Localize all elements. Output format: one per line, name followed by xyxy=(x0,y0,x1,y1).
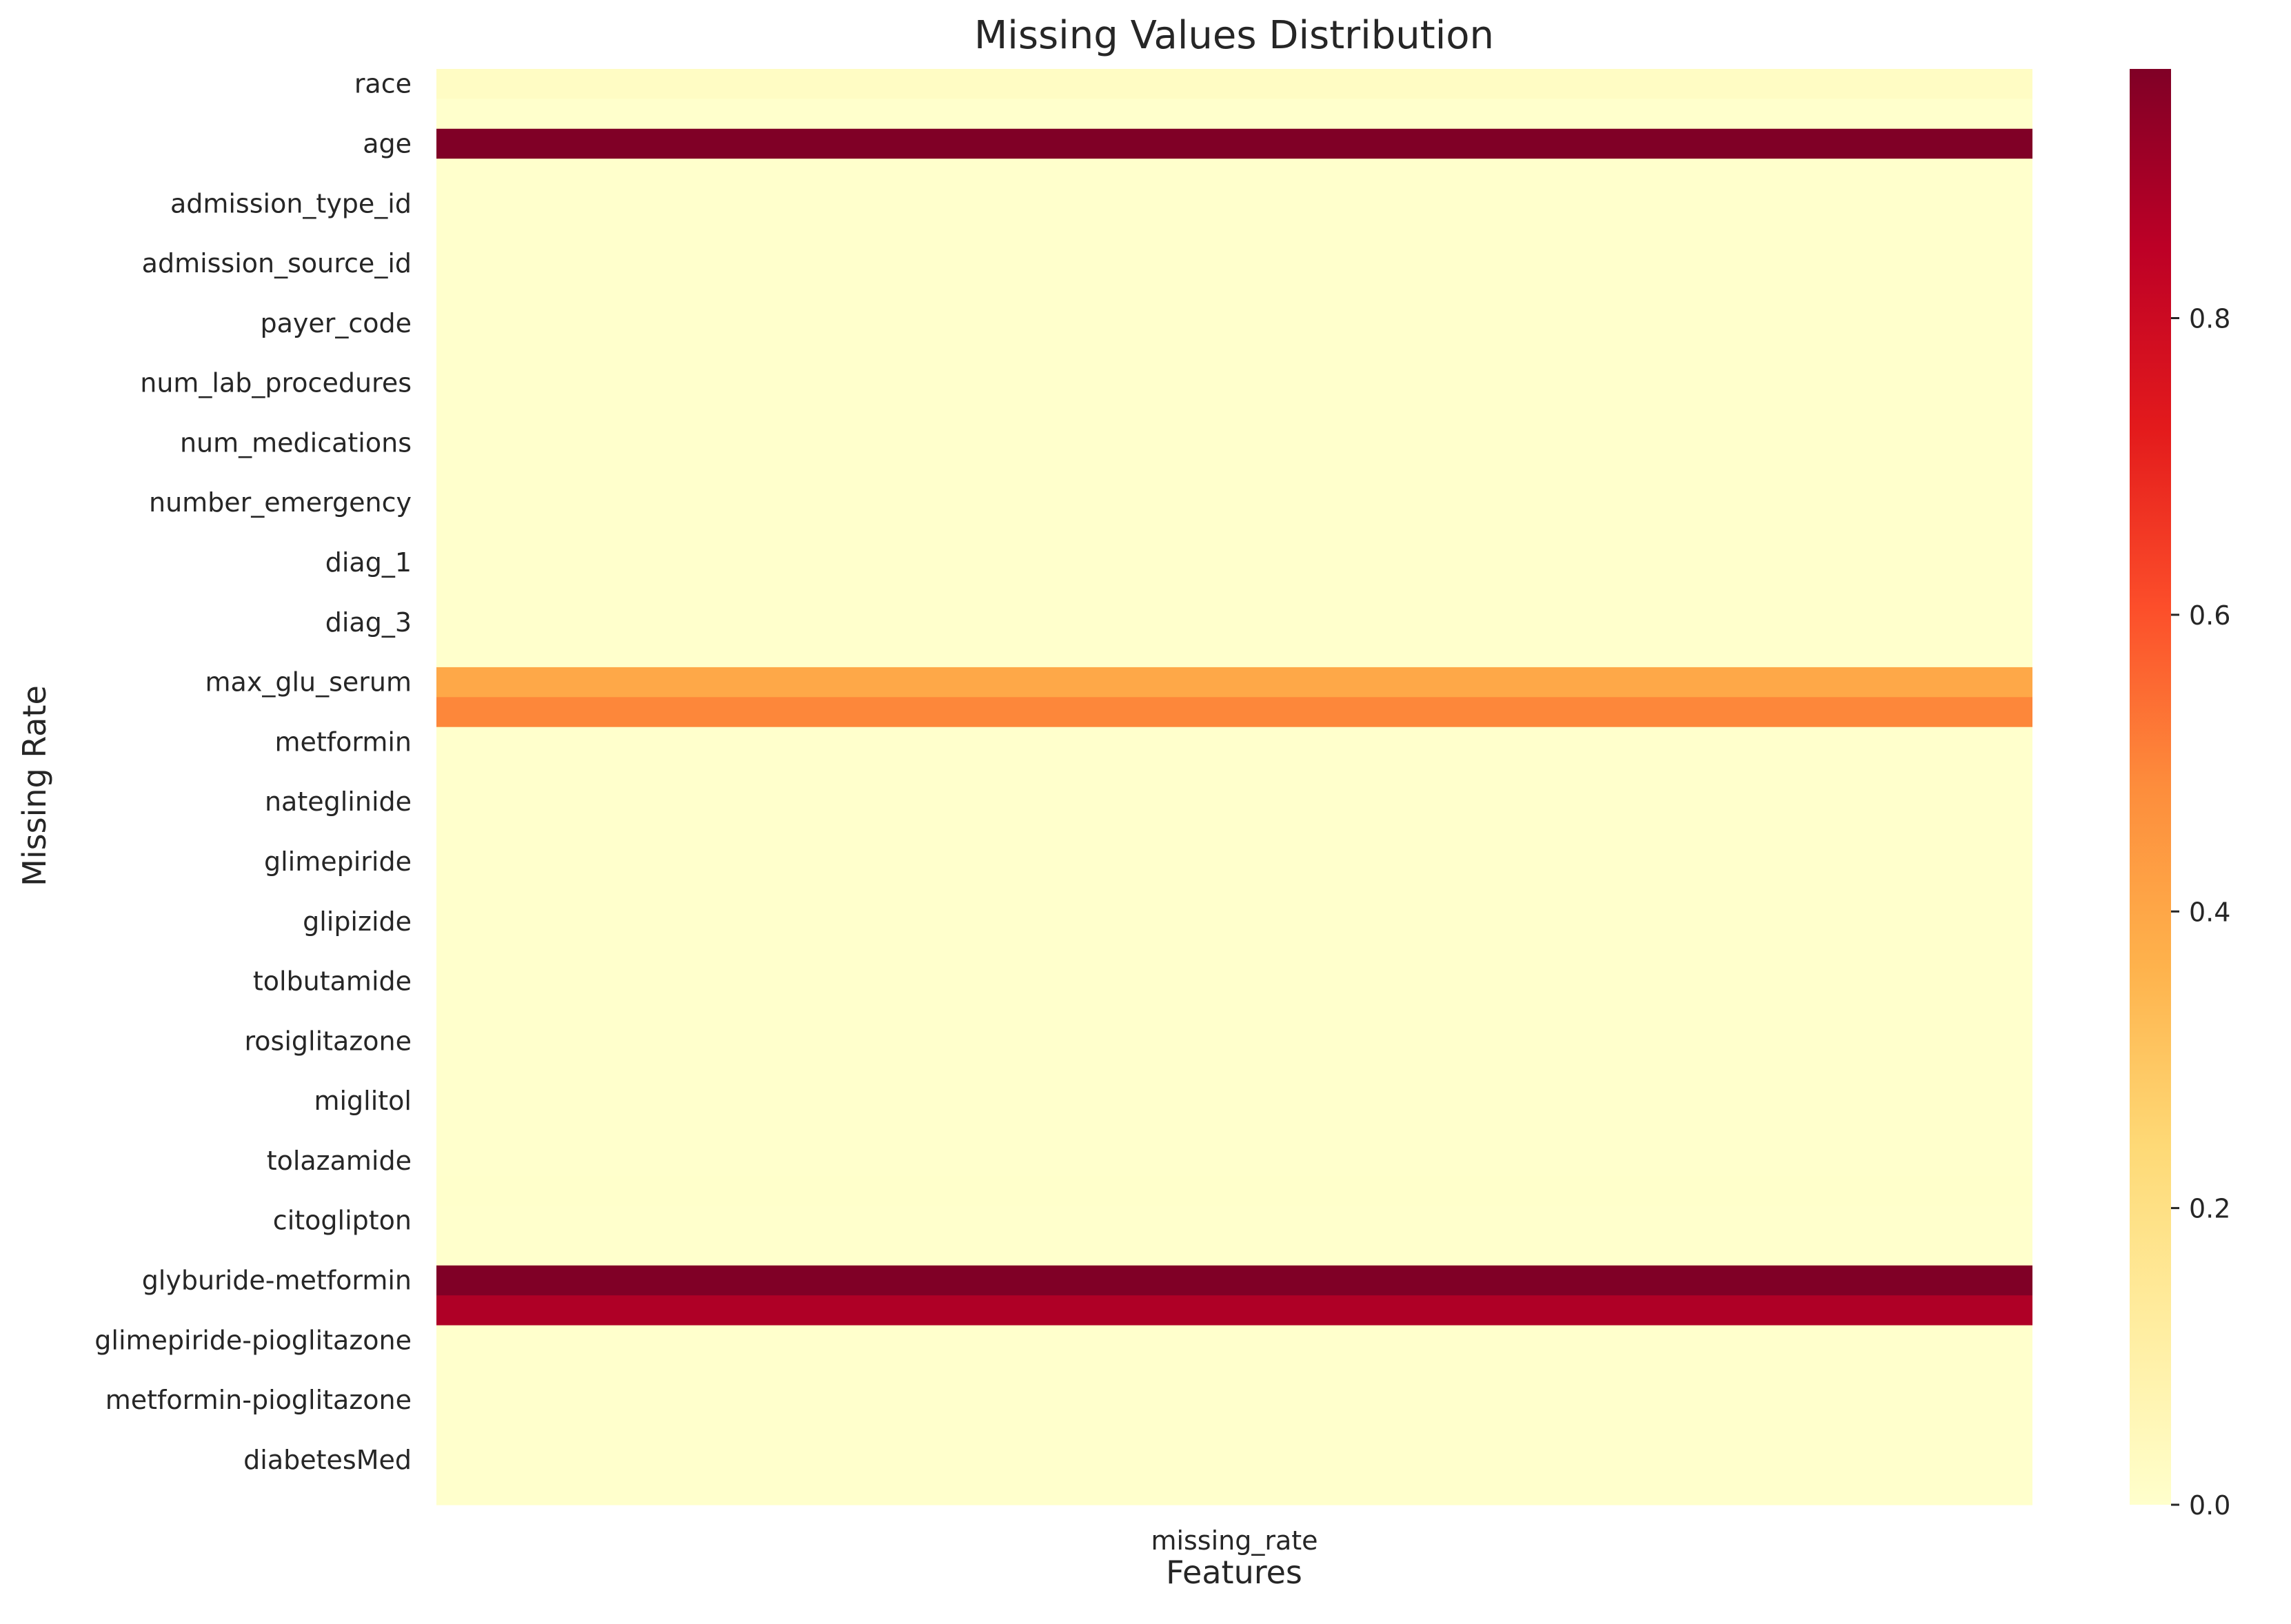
heatmap-cell xyxy=(436,667,2032,698)
heatmap-cell xyxy=(436,99,2032,130)
heatmap-cell xyxy=(436,1414,2032,1445)
y-tick-label: max_glu_serum xyxy=(205,667,412,698)
y-tick-label: age xyxy=(363,129,412,159)
heatmap-cell xyxy=(436,487,2032,518)
y-tick-label: number_emergency xyxy=(149,487,412,518)
y-tick-label: diabetesMed xyxy=(243,1445,412,1475)
y-tick-label: glyburide-metformin xyxy=(142,1266,412,1296)
x-tick-label: missing_rate xyxy=(1151,1525,1318,1556)
heatmap-cell xyxy=(436,1355,2032,1386)
heatmap-cells xyxy=(436,69,2032,1505)
heatmap-cell xyxy=(436,1295,2032,1326)
heatmap-cell xyxy=(436,308,2032,339)
heatmap-cell xyxy=(436,577,2032,608)
y-tick-label: admission_type_id xyxy=(170,188,412,219)
y-tick-label: nateglinide xyxy=(265,786,412,817)
y-tick-label: diag_3 xyxy=(325,607,412,638)
y-tick-label: payer_code xyxy=(260,308,412,338)
colorbar-ticks: 0.0 0.2 0.4 0.6 0.8 xyxy=(2171,304,2230,1521)
heatmap-cell xyxy=(436,1086,2032,1117)
heatmap-cell xyxy=(436,248,2032,279)
heatmap-cell xyxy=(436,1474,2032,1505)
heatmap-cell xyxy=(436,1175,2032,1206)
heatmap-cell xyxy=(436,1265,2032,1296)
heatmap-cell xyxy=(436,367,2032,398)
heatmap-cell xyxy=(436,1115,2032,1146)
colorbar-tick-label: 0.6 xyxy=(2189,600,2230,631)
heatmap-cell xyxy=(436,697,2032,728)
y-tick-label: glimepiride xyxy=(264,846,412,877)
heatmap-cell xyxy=(436,816,2032,847)
y-tick-label: citoglipton xyxy=(273,1206,412,1236)
y-tick-label: diag_1 xyxy=(325,547,412,578)
heatmap-cell xyxy=(436,128,2032,159)
colorbar-tick-label: 0.8 xyxy=(2189,304,2230,334)
y-tick-label: glimepiride-pioglitazone xyxy=(94,1325,412,1355)
colorbar-tick-label: 0.4 xyxy=(2189,897,2230,927)
heatmap-cell xyxy=(436,188,2032,219)
heatmap-cell xyxy=(436,159,2032,190)
heatmap-cell xyxy=(436,637,2032,668)
y-tick-label: metformin-pioglitazone xyxy=(105,1385,412,1415)
chart-title: Missing Values Distribution xyxy=(974,13,1494,58)
heatmap-cell xyxy=(436,547,2032,578)
colorbar-tick-label: 0.0 xyxy=(2189,1490,2230,1521)
heatmap-cell xyxy=(436,1206,2032,1237)
heatmap-cell xyxy=(436,458,2032,489)
heatmap-cell xyxy=(436,517,2032,548)
y-tick-label: tolbutamide xyxy=(253,966,412,997)
y-tick-label: num_medications xyxy=(180,427,412,458)
y-tick-label: rosiglitazone xyxy=(245,1026,412,1056)
heatmap-cell xyxy=(436,69,2032,99)
y-tick-label: miglitol xyxy=(314,1086,412,1116)
colorbar xyxy=(2130,69,2171,1505)
heatmap-cell xyxy=(436,876,2032,907)
heatmap-cell xyxy=(436,996,2032,1027)
heatmap-cell xyxy=(436,1026,2032,1057)
heatmap-cell xyxy=(436,218,2032,249)
heatmap-cell xyxy=(436,1235,2032,1266)
heatmap-cell xyxy=(436,727,2032,758)
x-tick-labels: missing_rate xyxy=(1151,1525,1318,1556)
y-tick-label: glipizide xyxy=(303,906,412,937)
x-axis-label: Features xyxy=(1166,1554,1302,1591)
colorbar-tick-label: 0.2 xyxy=(2189,1194,2230,1224)
heatmap-cell xyxy=(436,427,2032,458)
heatmap-cell xyxy=(436,906,2032,937)
heatmap-cell xyxy=(436,1385,2032,1416)
heatmap-cell xyxy=(436,846,2032,877)
heatmap-cell xyxy=(436,278,2032,309)
heatmap-cell xyxy=(436,936,2032,967)
heatmap-cell xyxy=(436,786,2032,818)
y-tick-label: admission_source_id xyxy=(142,248,412,278)
heatmap-cell xyxy=(436,966,2032,997)
heatmap-cell xyxy=(436,1146,2032,1177)
heatmap-cell xyxy=(436,757,2032,788)
heatmap-cell xyxy=(436,1325,2032,1356)
y-tick-label: race xyxy=(354,69,412,99)
y-tick-labels: race age admission_type_id admission_source… xyxy=(94,69,412,1475)
y-tick-label: metformin xyxy=(274,727,412,757)
heatmap-cell xyxy=(436,1056,2032,1087)
heatmap-cell xyxy=(436,338,2032,369)
heatmap-cell xyxy=(436,1445,2032,1476)
y-tick-label: num_lab_procedures xyxy=(140,368,412,398)
y-tick-label: tolazamide xyxy=(267,1146,412,1176)
y-axis-label: Missing Rate xyxy=(16,685,53,886)
heatmap-cell xyxy=(436,607,2032,638)
heatmap-cell xyxy=(436,398,2032,429)
